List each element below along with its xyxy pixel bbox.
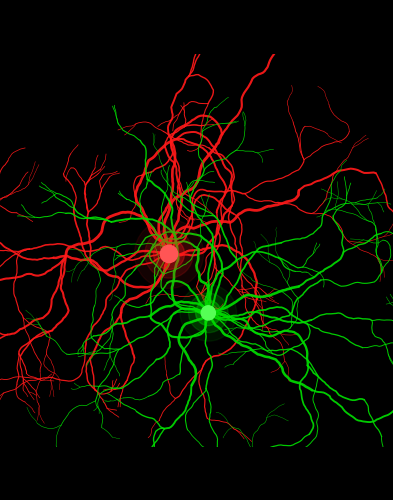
Circle shape (160, 246, 178, 262)
Circle shape (153, 238, 185, 270)
Circle shape (134, 220, 204, 288)
Circle shape (201, 306, 215, 320)
Circle shape (145, 230, 193, 278)
Circle shape (180, 284, 237, 341)
Circle shape (196, 300, 221, 326)
Circle shape (189, 293, 228, 333)
